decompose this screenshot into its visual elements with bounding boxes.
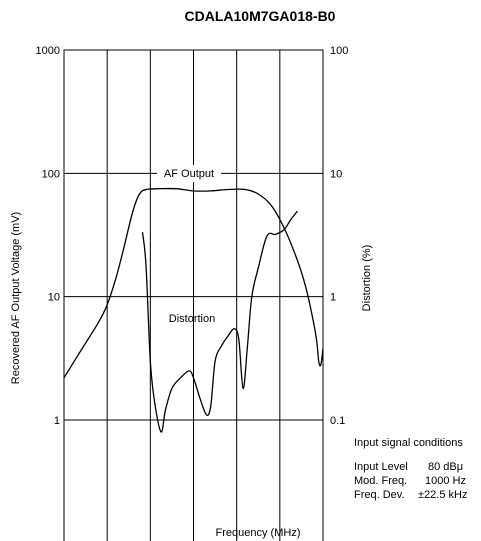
af-output-label-bg (157, 165, 221, 182)
y2-tick-label-0: 0.1 (330, 415, 345, 427)
condition-value-mod-freq: 1000 Hz (425, 475, 466, 487)
series-line-af-output (63, 187, 324, 379)
x-axis-label: Frequency (MHz) (216, 527, 301, 539)
y-axis-ticks: 1 10 100 1000 (36, 45, 60, 427)
condition-label-input-level: Input Level (354, 461, 408, 473)
input-conditions: Input signal conditions Input Level 80 d… (354, 437, 467, 501)
y2-tick-label-3: 100 (330, 45, 348, 57)
y-axis-label: Recovered AF Output Voltage (mV) (10, 212, 22, 384)
conditions-heading: Input signal conditions (354, 437, 463, 449)
condition-label-mod-freq: Mod. Freq. (354, 475, 407, 487)
condition-value-freq-dev: ±22.5 kHz (418, 489, 467, 501)
annotation-af-output: AF Output (164, 168, 214, 180)
y2-axis-label: Distortion (%) (361, 245, 373, 312)
y2-axis-ticks: 0.1 1 10 100 (330, 45, 348, 427)
annotation-distortion: Distortion (169, 313, 215, 325)
series-line-distortion (141, 210, 298, 433)
y-tick-label-2: 100 (42, 168, 60, 180)
y2-tick-label-1: 1 (330, 292, 336, 304)
y-tick-label-1: 10 (48, 292, 60, 304)
y-tick-label-0: 1 (54, 415, 60, 427)
plot-frame (63, 49, 324, 541)
grid (63, 49, 324, 541)
y-tick-label-3: 1000 (36, 45, 60, 57)
condition-label-freq-dev: Freq. Dev. (354, 489, 405, 501)
chart-title: CDALA10M7GA018-B0 (185, 8, 336, 24)
condition-value-input-level: 80 dBμ (428, 461, 463, 473)
y2-tick-label-2: 10 (330, 168, 342, 180)
